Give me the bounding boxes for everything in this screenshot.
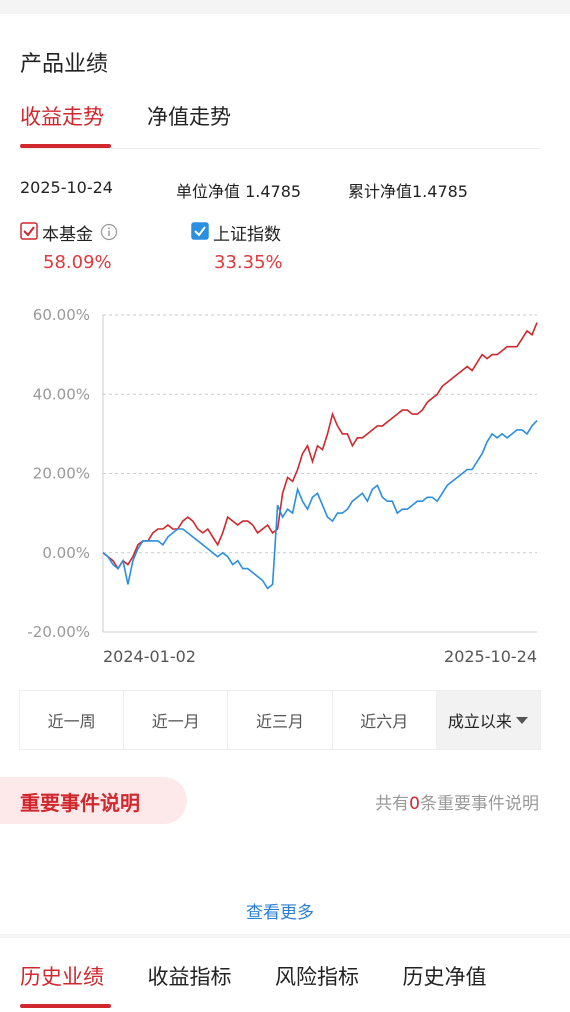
arrow <box>515 717 528 724</box>
more-link[interactable]: 查看更多 <box>246 903 314 923</box>
legend-return: 58.09% <box>43 252 112 273</box>
period-label: 近一周 <box>47 712 96 731</box>
legend-return: 33.35% <box>214 252 283 273</box>
period-button[interactable]: 近六月 <box>331 691 436 749</box>
period-selector: 近一周 近一月 近三月 近六月 成立以来 <box>19 690 541 750</box>
total-nav: 累计净值1.4785 <box>348 182 468 201</box>
y-tick-label: 60.00% <box>33 306 90 324</box>
bottom-tab-underline <box>20 1004 111 1008</box>
info-circle <box>100 223 118 241</box>
series-line <box>102 322 538 571</box>
period-button[interactable]: 近一月 <box>123 691 227 749</box>
band <box>0 934 570 938</box>
events-suffix: 条重要事件说明 <box>420 794 539 814</box>
period-label: 近三月 <box>256 712 305 731</box>
dropdown-arrow <box>515 717 528 724</box>
period-button[interactable]: 近三月 <box>227 691 331 749</box>
period-button[interactable]: 成立以来 <box>435 691 541 749</box>
bottom-tab[interactable]: 历史业绩 <box>20 965 104 989</box>
y-tick-label: -20.00% <box>27 623 90 641</box>
legend-name: 上证指数 <box>213 225 281 245</box>
checkbox-box <box>20 222 38 240</box>
period-label: 成立以来 <box>447 712 512 731</box>
checkmark <box>194 226 206 237</box>
section-title: 产品业绩 <box>20 52 109 77</box>
tab[interactable]: 净值走势 <box>147 105 231 129</box>
y-tick-label: 0.00% <box>42 544 90 562</box>
info-dot <box>108 227 110 230</box>
checkbox[interactable] <box>191 222 209 240</box>
checkbox[interactable] <box>20 222 38 240</box>
x-tick-label: 2024-01-02 <box>103 647 196 666</box>
events-count: 0 <box>409 794 420 814</box>
bottom-tab[interactable]: 历史净值 <box>402 965 487 989</box>
bottom-tab[interactable]: 收益指标 <box>147 965 232 989</box>
y-tick-label: 40.00% <box>33 385 90 403</box>
chart: -20.00% 0.00% 20.00% 40.00% 60.00% 2024-01-02… <box>27 306 538 666</box>
nav-date: 2025-10-24 <box>20 178 113 197</box>
events-summary: 共有0条重要事件说明 <box>375 789 539 814</box>
checkbox-box <box>191 222 209 240</box>
period-button[interactable]: 近一周 <box>20 691 123 749</box>
top-band <box>0 0 570 14</box>
checkmark <box>23 226 35 237</box>
events-prefix: 共有 <box>375 794 410 814</box>
tab-underline <box>20 144 111 148</box>
info-icon[interactable] <box>100 223 118 241</box>
info-bar <box>108 230 110 236</box>
bottom-tab[interactable]: 风险指标 <box>275 965 359 989</box>
period-label: 近六月 <box>360 712 409 731</box>
tab[interactable]: 收益走势 <box>20 105 104 129</box>
unit-nav: 单位净值 1.4785 <box>176 182 302 201</box>
series-line <box>102 420 538 590</box>
period-label: 近一月 <box>151 712 200 731</box>
events-title: 重要事件说明 <box>20 791 140 815</box>
events-banner <box>0 777 187 824</box>
y-tick-label: 20.00% <box>33 465 90 483</box>
divider <box>19 148 540 149</box>
x-tick-label: 2025-10-24 <box>444 647 537 666</box>
legend-name: 本基金 <box>42 225 93 245</box>
